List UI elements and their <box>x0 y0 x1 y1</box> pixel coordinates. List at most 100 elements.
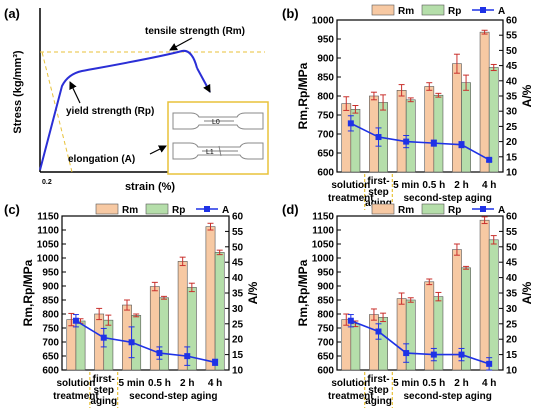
tensile-strength-label: tensile strength (Rm) <box>145 26 245 37</box>
legend-swatch-rp <box>421 4 445 16</box>
series-line-a <box>350 319 490 365</box>
category-label: aging <box>90 396 117 407</box>
right-tick-label: 25 <box>506 319 518 330</box>
legend-swatch-rm <box>95 203 119 215</box>
point-a <box>430 351 437 358</box>
category-label: first- <box>367 374 389 385</box>
bar-rp <box>488 239 499 371</box>
right-tick-label: 20 <box>232 335 244 346</box>
y-axis-label: Rm,Rp/MPa <box>296 62 310 129</box>
panel-d-chart: (d)6006507007508008509009501000105011001… <box>282 202 534 408</box>
category-label: 2 h <box>180 378 194 389</box>
point-a <box>403 350 410 357</box>
right-tick-label: 30 <box>232 304 244 315</box>
bar-rm <box>452 63 462 173</box>
left-tick-label: 850 <box>317 296 334 307</box>
bar-rp <box>433 94 444 173</box>
bar-rm <box>122 304 132 371</box>
right-tick-label: 45 <box>506 258 518 269</box>
point-a <box>375 134 382 141</box>
right-tick-label: 40 <box>506 273 518 284</box>
left-tick-label: 1000 <box>312 254 335 265</box>
point-a <box>430 140 437 147</box>
right-tick-label: 25 <box>232 319 244 330</box>
panel-label-a: (a) <box>4 6 20 21</box>
point-a <box>347 317 354 324</box>
strain-axis-label: strain (%) <box>125 181 175 193</box>
right-tick-label: 20 <box>506 137 518 148</box>
category-label: step <box>368 385 389 396</box>
right-tick-label: 55 <box>506 227 518 238</box>
bar-rp <box>433 296 444 371</box>
left-tick-label: 1150 <box>312 212 334 223</box>
point-a <box>156 350 163 357</box>
bar-rp <box>488 67 499 173</box>
category-label: treatment <box>328 193 374 204</box>
point-a <box>458 351 465 358</box>
category-label: 5 min <box>393 180 419 191</box>
panel-b-chart: (b) 600 650 700 750 800 850 900 950 1000 10 15 20 25 3… <box>282 4 534 210</box>
bar-rp <box>350 109 361 173</box>
point-a <box>347 120 354 127</box>
y2-axis-label: A/% <box>520 84 534 107</box>
point-a <box>100 334 107 341</box>
category-label: 2 h <box>454 378 468 389</box>
left-tick-label: 750 <box>317 324 334 335</box>
category-label: 5 min <box>393 378 419 389</box>
left-tick-label: 700 <box>317 338 334 349</box>
point-a <box>403 138 410 145</box>
left-tick-label: 1100 <box>312 226 334 237</box>
plot-frame <box>336 215 504 371</box>
category-label: first- <box>93 374 115 385</box>
left-tick-label: 800 <box>317 92 334 103</box>
category-label: 4 h <box>482 180 496 191</box>
legend-label-rp: Rp <box>172 205 185 216</box>
point-a <box>486 156 493 163</box>
point-a <box>184 353 191 360</box>
right-tick-label: 40 <box>232 273 244 284</box>
specimen-inset: L0 L1 <box>167 101 269 175</box>
legend-swatch-rm <box>371 4 395 16</box>
right-tick-label: 30 <box>506 304 518 315</box>
legend-label-a: A <box>222 205 229 216</box>
category-label: step <box>93 385 114 396</box>
category-label: 0.5 h <box>148 378 171 389</box>
right-tick-label: 30 <box>506 107 518 118</box>
right-tick-label: 10 <box>506 168 518 179</box>
group-label: second-step aging <box>129 391 217 402</box>
category-label: 2 h <box>454 180 468 191</box>
y2-axis-label: A/% <box>520 281 534 304</box>
legend-swatch-rm <box>371 203 395 215</box>
left-tick-label: 950 <box>317 35 334 46</box>
left-tick-label: 600 <box>317 366 334 377</box>
panel-label: (b) <box>282 6 299 21</box>
left-tick-label: 1000 <box>312 16 335 27</box>
left-tick-label: 650 <box>42 352 59 363</box>
legend-label-rp: Rp <box>448 205 461 216</box>
category-label: 0.5 h <box>422 180 445 191</box>
bar-rm <box>396 298 407 371</box>
gauge-length-l0-label: L0 <box>212 119 220 126</box>
bar-rm <box>341 103 352 173</box>
point-a <box>375 328 382 335</box>
right-tick-label: 15 <box>506 350 518 361</box>
y2-axis-label: A/% <box>246 281 260 304</box>
left-tick-label: 600 <box>317 168 334 179</box>
right-tick-label: 10 <box>232 366 244 377</box>
right-tick-label: 45 <box>506 61 518 72</box>
bar-rp <box>75 320 86 371</box>
left-tick-label: 650 <box>317 352 334 363</box>
category-label: treatment <box>53 391 99 402</box>
left-tick-label: 1050 <box>312 240 335 251</box>
group-label: second-step aging <box>403 391 491 402</box>
category-label: solution <box>331 378 370 389</box>
left-tick-label: 850 <box>42 296 59 307</box>
elongation-label: elongation (A) <box>68 154 135 165</box>
right-tick-label: 15 <box>506 152 518 163</box>
stress-axis-label: Stress (kg/mm³) <box>12 50 24 133</box>
elongation-pointer <box>149 145 167 155</box>
right-tick-label: 35 <box>232 289 244 300</box>
panel-label: (c) <box>4 202 20 217</box>
legend-swatch-rp <box>421 203 445 215</box>
left-tick-label: 1050 <box>37 240 60 251</box>
